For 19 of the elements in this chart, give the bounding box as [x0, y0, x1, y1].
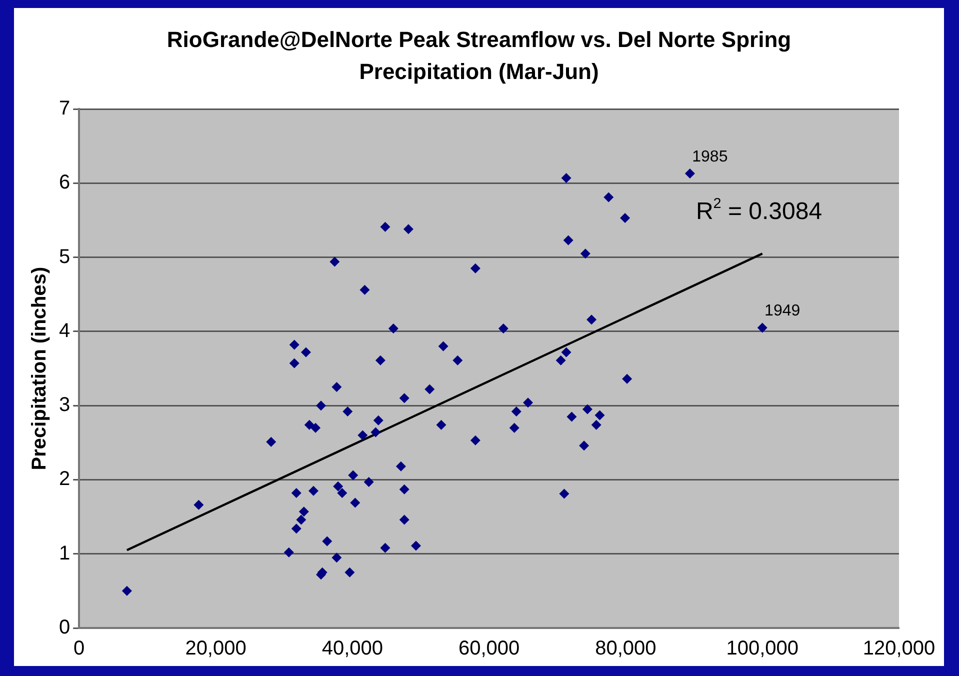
- x-tick-label: 0: [74, 638, 85, 660]
- y-tick-label: 1: [59, 542, 70, 564]
- y-tick-label: 7: [59, 98, 70, 120]
- x-tick-label: 20,000: [185, 638, 246, 660]
- chart-title: RioGrande@DelNorte Peak Streamflow vs. Del Norte Spring Precipitation (Mar-Jun): [166, 26, 792, 86]
- x-tick-label: 100,000: [726, 638, 798, 660]
- x-tick-label: 80,000: [595, 638, 656, 660]
- x-tick-label: 120,000: [862, 638, 936, 660]
- x-tick-label: 60,000: [458, 638, 520, 660]
- annotation: 1985: [692, 148, 728, 166]
- annotation: 1949: [764, 302, 800, 320]
- y-tick-label: 6: [59, 172, 70, 194]
- x-tick-label: 40,000: [322, 638, 383, 660]
- y-tick-label: 0: [59, 616, 70, 639]
- y-tick-label: 3: [59, 394, 70, 416]
- y-tick-label: 4: [59, 320, 70, 342]
- y-axis-title: Precipitation (inches): [28, 266, 51, 470]
- y-tick-label: 2: [59, 468, 70, 490]
- y-tick-label: 5: [59, 246, 70, 268]
